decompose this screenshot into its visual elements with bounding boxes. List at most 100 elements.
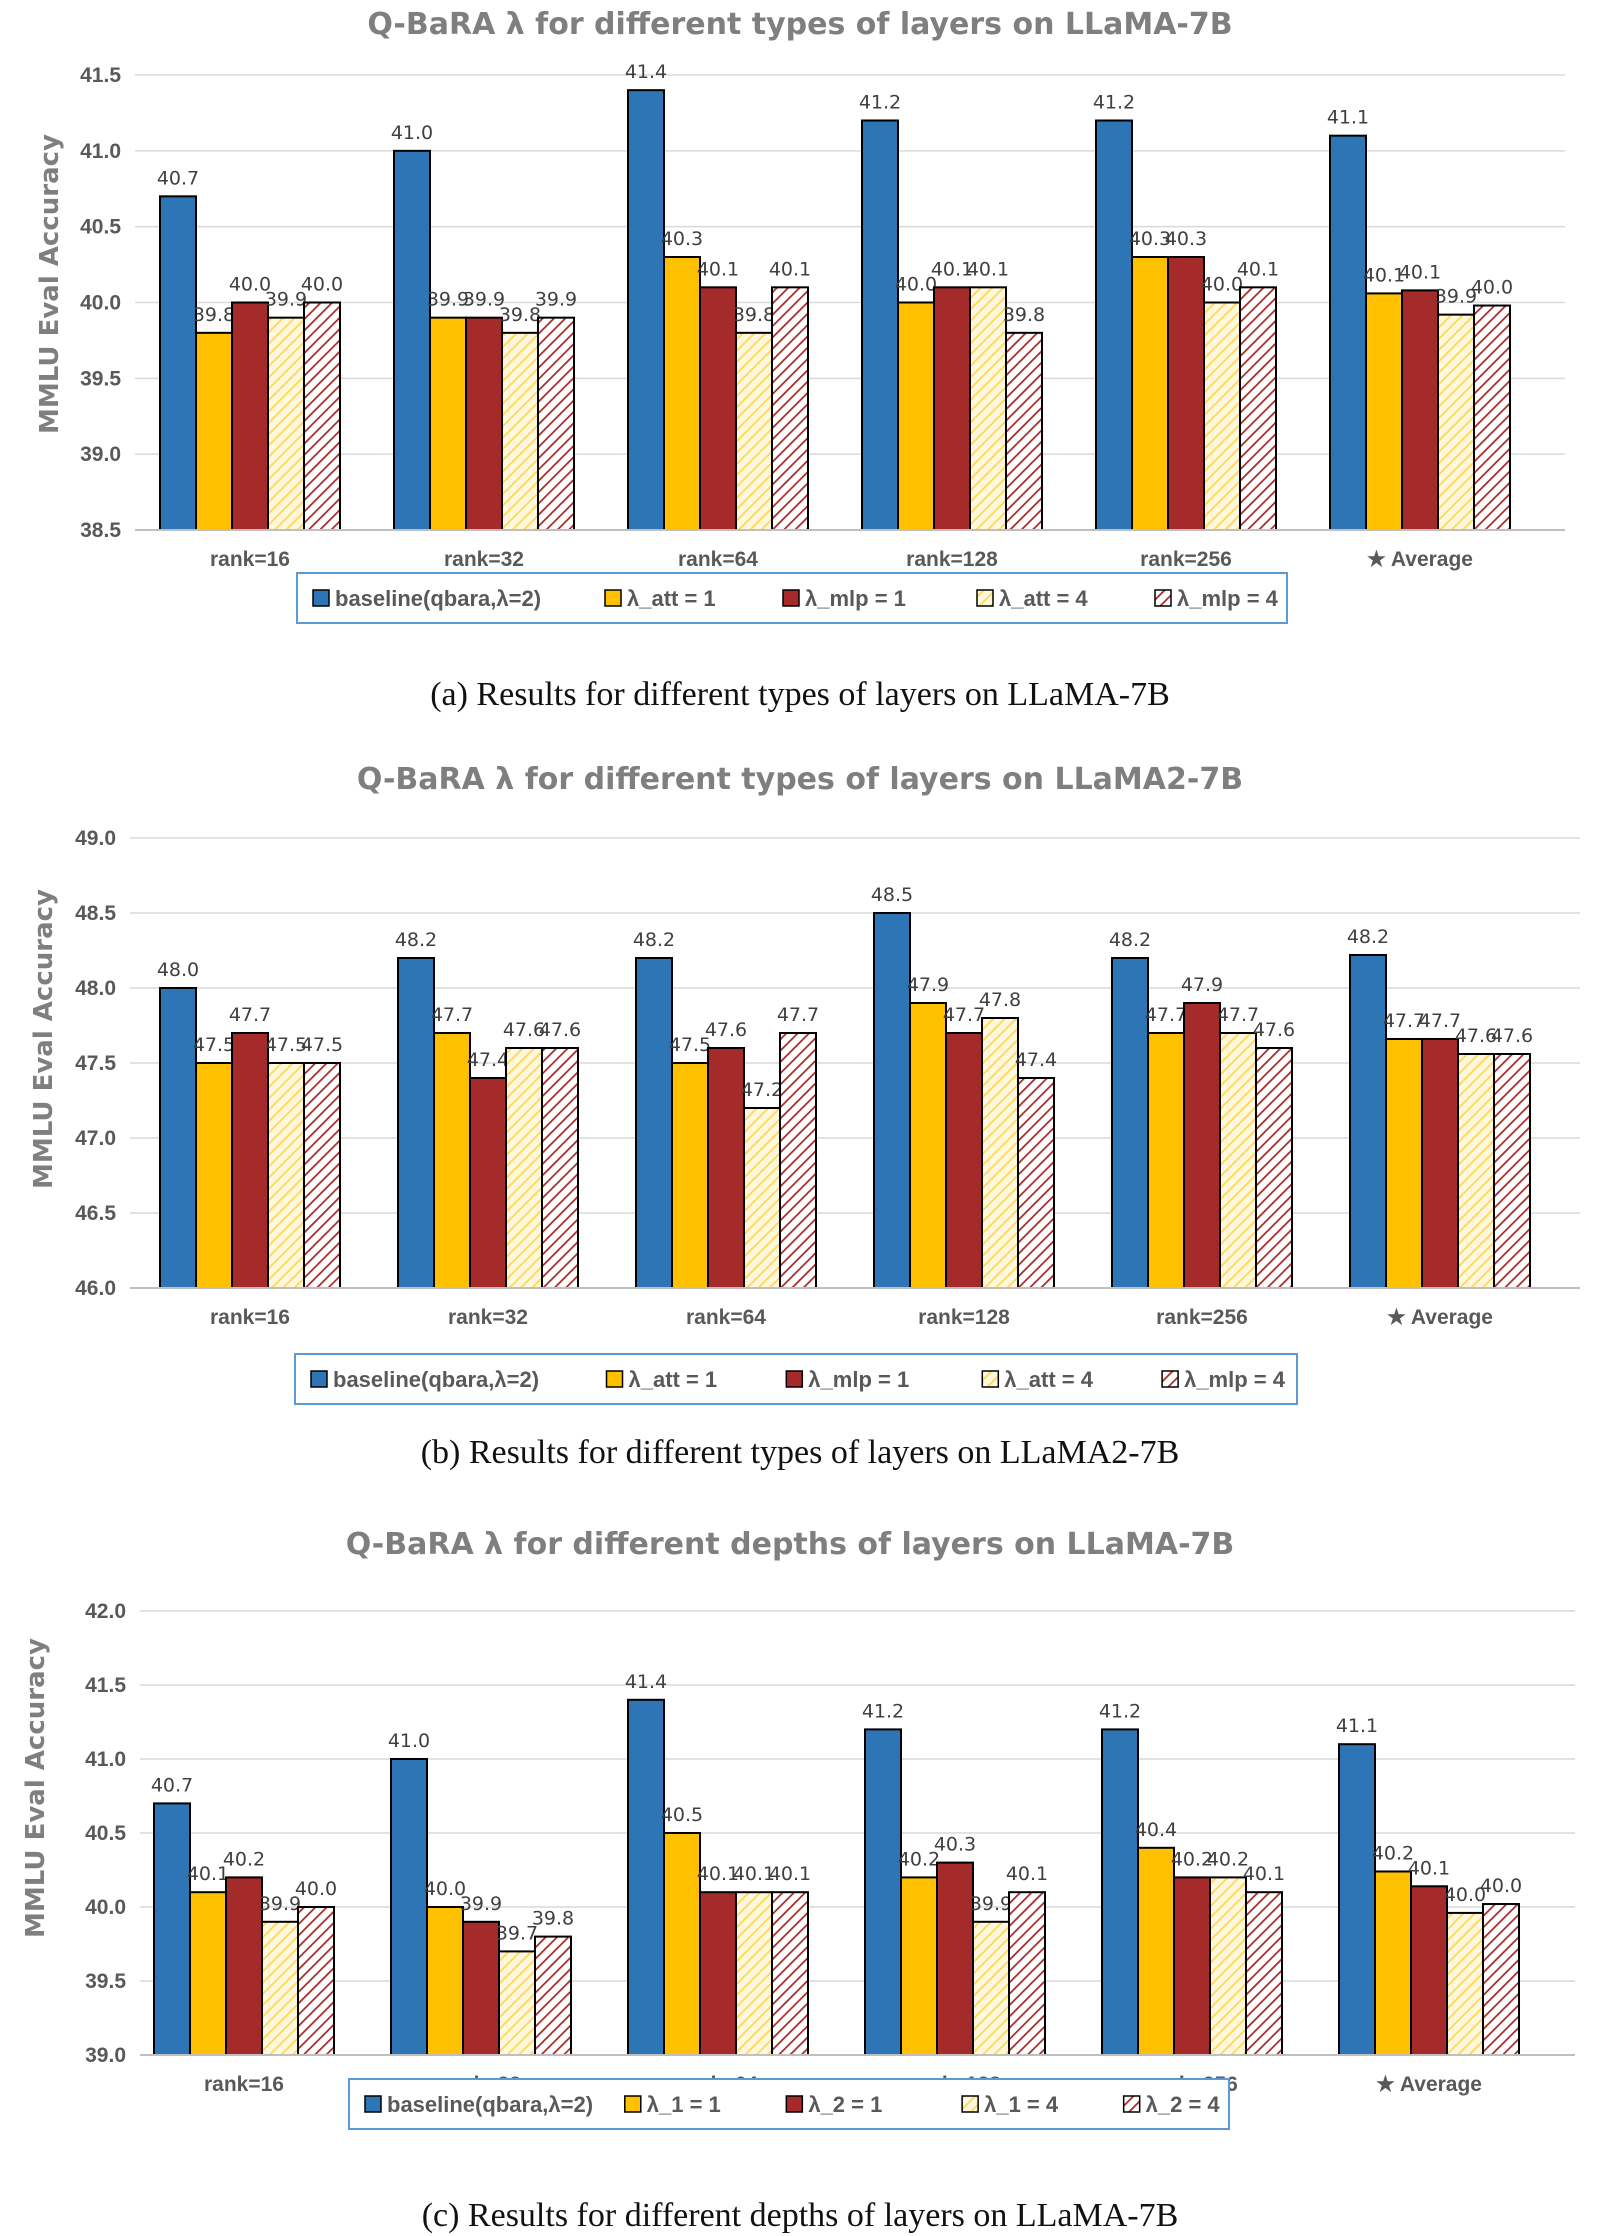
bar-att1 xyxy=(1374,1870,1412,2057)
data-label: 40.3 xyxy=(661,228,703,250)
data-label: 41.2 xyxy=(1099,1700,1141,1722)
bar-att1 xyxy=(1147,1032,1185,1289)
bar-mlp4 xyxy=(1008,1891,1046,2057)
x-tick-label: rank=128 xyxy=(906,548,998,571)
bar-att4 xyxy=(981,1017,1019,1289)
bar-baseline xyxy=(159,195,197,531)
data-label: 40.1 xyxy=(769,1863,811,1885)
chart-b: Q-BaRA λ for different types of layers o… xyxy=(29,762,1580,1405)
bar-baseline xyxy=(1101,1728,1139,2056)
legend-swatch-mlp1 xyxy=(782,589,800,607)
bar-att1 xyxy=(900,1876,938,2056)
bar-mlp1 xyxy=(699,1891,737,2057)
data-label: 47.7 xyxy=(431,1004,473,1026)
data-label: 47.5 xyxy=(265,1034,307,1056)
data-label: 39.8 xyxy=(1003,304,1045,326)
bar-mlp4 xyxy=(1005,331,1043,532)
data-label: 48.2 xyxy=(633,929,675,951)
y-tick-label: 39.5 xyxy=(80,367,121,390)
data-label: 39.9 xyxy=(265,289,307,311)
bar-mlp1 xyxy=(936,1861,974,2056)
bar-att1 xyxy=(195,1062,233,1289)
x-tick-label: rank=32 xyxy=(448,1306,528,1329)
data-label: 47.5 xyxy=(301,1034,343,1056)
data-label: 47.7 xyxy=(1145,1004,1187,1026)
y-tick-label: 41.0 xyxy=(85,1748,126,1771)
data-label: 40.1 xyxy=(1399,261,1441,283)
data-label: 40.1 xyxy=(1363,264,1405,286)
y-tick-label: 41.0 xyxy=(80,140,121,163)
legend-swatch-att4 xyxy=(981,1370,1000,1388)
bar-att4 xyxy=(261,1920,299,2056)
bar-mlp1 xyxy=(699,286,737,532)
legend-swatch-mlp1 xyxy=(785,1370,804,1388)
bar-mlp4 xyxy=(1245,1891,1283,2057)
data-label: 48.2 xyxy=(1347,926,1389,948)
bar-mlp1 xyxy=(465,316,503,531)
bar-mlp4 xyxy=(771,286,809,532)
legend-swatch-mlp4 xyxy=(1154,589,1172,607)
x-tick-label: rank=256 xyxy=(1156,1306,1248,1329)
data-label: 40.1 xyxy=(931,258,973,280)
data-label: 40.0 xyxy=(1480,1875,1522,1897)
data-label: 47.9 xyxy=(1181,974,1223,996)
bar-mlp4 xyxy=(1482,1903,1520,2057)
y-axis-label: MMLU Eval Accuracy xyxy=(35,134,65,434)
bar-mlp4 xyxy=(537,316,575,531)
legend-swatch-baseline xyxy=(310,1370,328,1388)
chart-title: Q-BaRA λ for different types of layers o… xyxy=(367,7,1232,42)
data-label: 40.7 xyxy=(151,1774,193,1796)
data-label: 39.9 xyxy=(259,1893,301,1915)
data-label: 40.3 xyxy=(1165,228,1207,250)
bar-baseline xyxy=(1329,134,1367,532)
bar-att1 xyxy=(426,1906,464,2056)
bar-mlp4 xyxy=(771,1891,809,2057)
data-label: 41.1 xyxy=(1336,1715,1378,1737)
bar-att1 xyxy=(897,301,935,531)
bar-att1 xyxy=(671,1062,709,1289)
data-label: 40.0 xyxy=(1471,277,1513,299)
data-label: 41.2 xyxy=(859,92,901,114)
y-tick-label: 40.5 xyxy=(80,216,121,239)
bar-att1 xyxy=(429,316,467,531)
chart-title: Q-BaRA λ for different types of layers o… xyxy=(357,762,1243,797)
y-tick-label: 46.5 xyxy=(75,1202,116,1225)
legend: baseline(qbara,λ=2) λ_1 = 1 λ_2 = 1 λ_1 = 4… xyxy=(348,2078,1230,2130)
bar-att4 xyxy=(1203,301,1241,531)
y-tick-label: 41.5 xyxy=(80,64,121,87)
data-label: 39.9 xyxy=(460,1893,502,1915)
caption-c: (c) Results for different depths of laye… xyxy=(421,2197,1179,2234)
bar-baseline xyxy=(1338,1743,1376,2056)
data-label: 39.9 xyxy=(1435,286,1477,308)
data-label: 47.6 xyxy=(539,1019,581,1041)
data-label: 40.2 xyxy=(1372,1842,1414,1864)
legend-label: baseline(qbara,λ=2) xyxy=(335,586,541,611)
bar-att4 xyxy=(1219,1032,1257,1289)
y-tick-label: 40.5 xyxy=(85,1822,126,1845)
data-label: 40.3 xyxy=(1129,228,1171,250)
y-tick-label: 48.5 xyxy=(75,902,116,925)
bar-mlp1 xyxy=(231,301,269,531)
data-label: 40.2 xyxy=(1207,1848,1249,1870)
legend-label: λ_2 = 1 xyxy=(808,2092,882,2117)
bar-att4 xyxy=(969,286,1007,532)
bar-att1 xyxy=(1385,1038,1423,1289)
bar-mlp4 xyxy=(1493,1053,1531,1289)
bar-mlp4 xyxy=(534,1935,572,2057)
bar-mlp4 xyxy=(1239,286,1277,532)
data-label: 39.9 xyxy=(535,289,577,311)
bar-baseline xyxy=(627,1698,665,2057)
chart-a: Q-BaRA λ for different types of layers o… xyxy=(35,7,1565,624)
x-tick-label: rank=16 xyxy=(210,1306,290,1329)
chart-panel-c: Q-BaRA λ for different depths of layers … xyxy=(0,1520,1600,2180)
data-label: 47.7 xyxy=(777,1004,819,1026)
data-label: 41.2 xyxy=(1093,92,1135,114)
data-label: 40.2 xyxy=(223,1848,265,1870)
bar-mlp1 xyxy=(1167,256,1205,531)
data-label: 39.8 xyxy=(193,304,235,326)
legend-swatch-att4 xyxy=(961,2095,979,2113)
bar-mlp1 xyxy=(462,1920,500,2056)
bar-baseline xyxy=(397,957,435,1289)
bar-att1 xyxy=(195,331,233,532)
bar-att4 xyxy=(1209,1876,1247,2056)
